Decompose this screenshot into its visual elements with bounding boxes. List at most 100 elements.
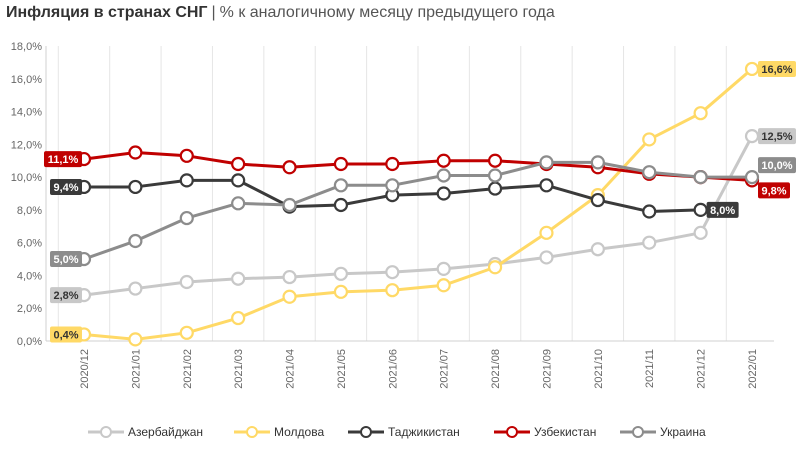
data-point xyxy=(282,269,297,285)
data-point xyxy=(333,266,349,281)
data-point xyxy=(128,179,143,195)
data-point xyxy=(231,173,246,188)
data-point xyxy=(744,129,760,144)
data-point xyxy=(128,281,143,296)
data-point xyxy=(282,197,297,213)
y-tick-label: 14,0% xyxy=(11,107,42,119)
data-point xyxy=(744,61,760,77)
data-point xyxy=(385,178,400,193)
data-point xyxy=(590,155,605,170)
data-point xyxy=(642,235,657,250)
data-label-text: 0,4% xyxy=(53,329,78,341)
data-point xyxy=(385,265,400,280)
x-tick-label: 2020/12 xyxy=(79,349,91,389)
data-label-box xyxy=(50,287,82,304)
data-label-text: 9,8% xyxy=(761,185,786,197)
x-tick-label: 2021/01 xyxy=(130,349,142,389)
x-tick-label: 2021/05 xyxy=(336,349,348,389)
x-tick-label: 2021/10 xyxy=(593,349,605,389)
data-label: 2,8% xyxy=(50,287,82,304)
data-point xyxy=(642,165,657,180)
data-label: 10,0% xyxy=(758,157,796,174)
data-point xyxy=(436,261,451,276)
legend-label: Молдова xyxy=(274,425,324,439)
data-point xyxy=(385,283,400,298)
series-line-0 xyxy=(83,135,754,297)
y-tick-label: 2,0% xyxy=(17,303,42,315)
data-label-box xyxy=(758,60,796,77)
x-tick-label: 2022/01 xyxy=(747,349,759,389)
data-point xyxy=(179,173,194,188)
data-point xyxy=(693,225,708,240)
data-point xyxy=(282,289,297,304)
data-label-text: 5,0% xyxy=(53,254,78,266)
data-point xyxy=(179,148,194,163)
data-point xyxy=(282,160,297,175)
y-tick-label: 18,0% xyxy=(11,41,42,53)
x-tick-label: 2021/02 xyxy=(182,349,194,389)
data-point xyxy=(231,310,246,326)
legend-marker xyxy=(246,426,258,438)
x-tick-label: 2021/06 xyxy=(387,349,399,389)
y-tick-label: 16,0% xyxy=(11,74,42,86)
y-tick-label: 4,0% xyxy=(17,270,42,282)
data-point xyxy=(487,260,503,275)
x-tick-label: 2021/08 xyxy=(490,349,502,389)
series-line-1 xyxy=(83,67,753,341)
data-label-box xyxy=(50,326,82,343)
data-point xyxy=(642,132,657,147)
data-point xyxy=(487,153,503,168)
data-point xyxy=(231,196,246,211)
y-tick-label: 6,0% xyxy=(17,238,42,250)
title-separator: | xyxy=(211,4,216,21)
data-label: 9,4% xyxy=(50,178,82,195)
legend-label: Узбекистан xyxy=(534,425,596,439)
data-point xyxy=(231,156,246,172)
legend-marker xyxy=(100,426,112,438)
data-label-text: 16,6% xyxy=(761,64,792,76)
data-point xyxy=(693,106,708,121)
data-label: 11,1% xyxy=(44,151,82,168)
series-line-3 xyxy=(83,151,753,182)
data-point xyxy=(693,170,708,185)
data-label-text: 12,5% xyxy=(761,131,792,143)
data-point xyxy=(539,250,554,265)
data-label: 8,0% xyxy=(706,201,739,218)
data-point xyxy=(436,153,451,168)
data-label-text: 9,4% xyxy=(53,182,78,194)
data-point xyxy=(539,178,554,193)
legend-label: Украина xyxy=(660,425,706,439)
x-tick-label: 2021/11 xyxy=(644,349,656,388)
data-point xyxy=(333,284,349,299)
data-label-text: 10,0% xyxy=(761,160,792,172)
data-label-box xyxy=(758,128,796,145)
data-point xyxy=(333,197,349,213)
data-label-text: 8,0% xyxy=(710,205,735,217)
legend-marker xyxy=(632,426,644,438)
data-label: 9,8% xyxy=(758,182,790,199)
data-point xyxy=(590,242,605,257)
data-label: 16,6% xyxy=(758,60,796,77)
data-point xyxy=(744,170,760,185)
data-label-box xyxy=(50,178,82,195)
data-point xyxy=(487,181,503,196)
data-point xyxy=(642,204,657,219)
chart-title: Инфляция в странах СНГ |% к аналогичному … xyxy=(6,4,555,22)
data-point xyxy=(128,332,143,347)
data-point xyxy=(590,192,605,208)
data-label-box xyxy=(44,151,82,168)
chart-subtitle: % к аналогичному месяцу предыдущего года xyxy=(219,4,555,21)
data-label-box xyxy=(758,157,796,174)
legend-marker xyxy=(506,426,518,438)
data-point xyxy=(179,274,194,290)
y-tick-label: 0,0% xyxy=(17,336,42,348)
data-point xyxy=(693,202,708,217)
data-label-box xyxy=(50,251,82,268)
data-label: 0,4% xyxy=(50,326,82,343)
data-point xyxy=(128,145,143,160)
legend-marker xyxy=(360,426,372,438)
y-tick-label: 10,0% xyxy=(11,172,42,184)
x-tick-label: 2021/09 xyxy=(541,349,553,389)
data-point xyxy=(436,278,451,293)
data-point xyxy=(487,168,503,183)
